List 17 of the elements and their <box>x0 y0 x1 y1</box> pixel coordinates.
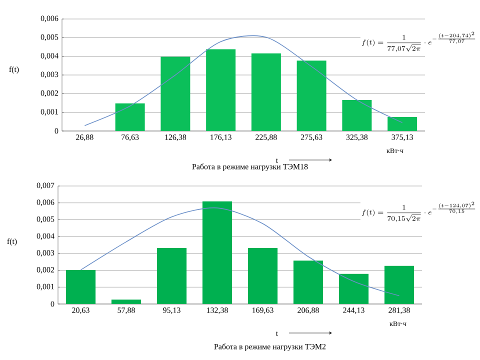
bar <box>248 248 278 304</box>
bar <box>115 103 145 131</box>
bar <box>111 300 142 304</box>
bar <box>156 248 187 304</box>
bar <box>160 56 190 131</box>
bar <box>251 53 281 131</box>
bar <box>296 60 326 131</box>
bar <box>384 266 414 304</box>
bar <box>202 201 232 304</box>
bar <box>293 260 324 304</box>
annotation: $f(t)=\frac{1}{77{,}07\sqrt{2\pi}}\cdot e^{-\frac{(t-204{,}74)^2}{77{,}07}}$ <box>362 32 476 52</box>
bar <box>338 274 369 304</box>
bar <box>206 49 236 131</box>
bar <box>66 270 96 304</box>
annotation: $f(t)=\frac{1}{70{,}15\sqrt{2\pi}}\cdot e^{-\frac{(t-124{,}07)^2}{70{,}15}}$ <box>362 202 476 222</box>
bar <box>342 100 372 131</box>
bar <box>388 116 418 131</box>
